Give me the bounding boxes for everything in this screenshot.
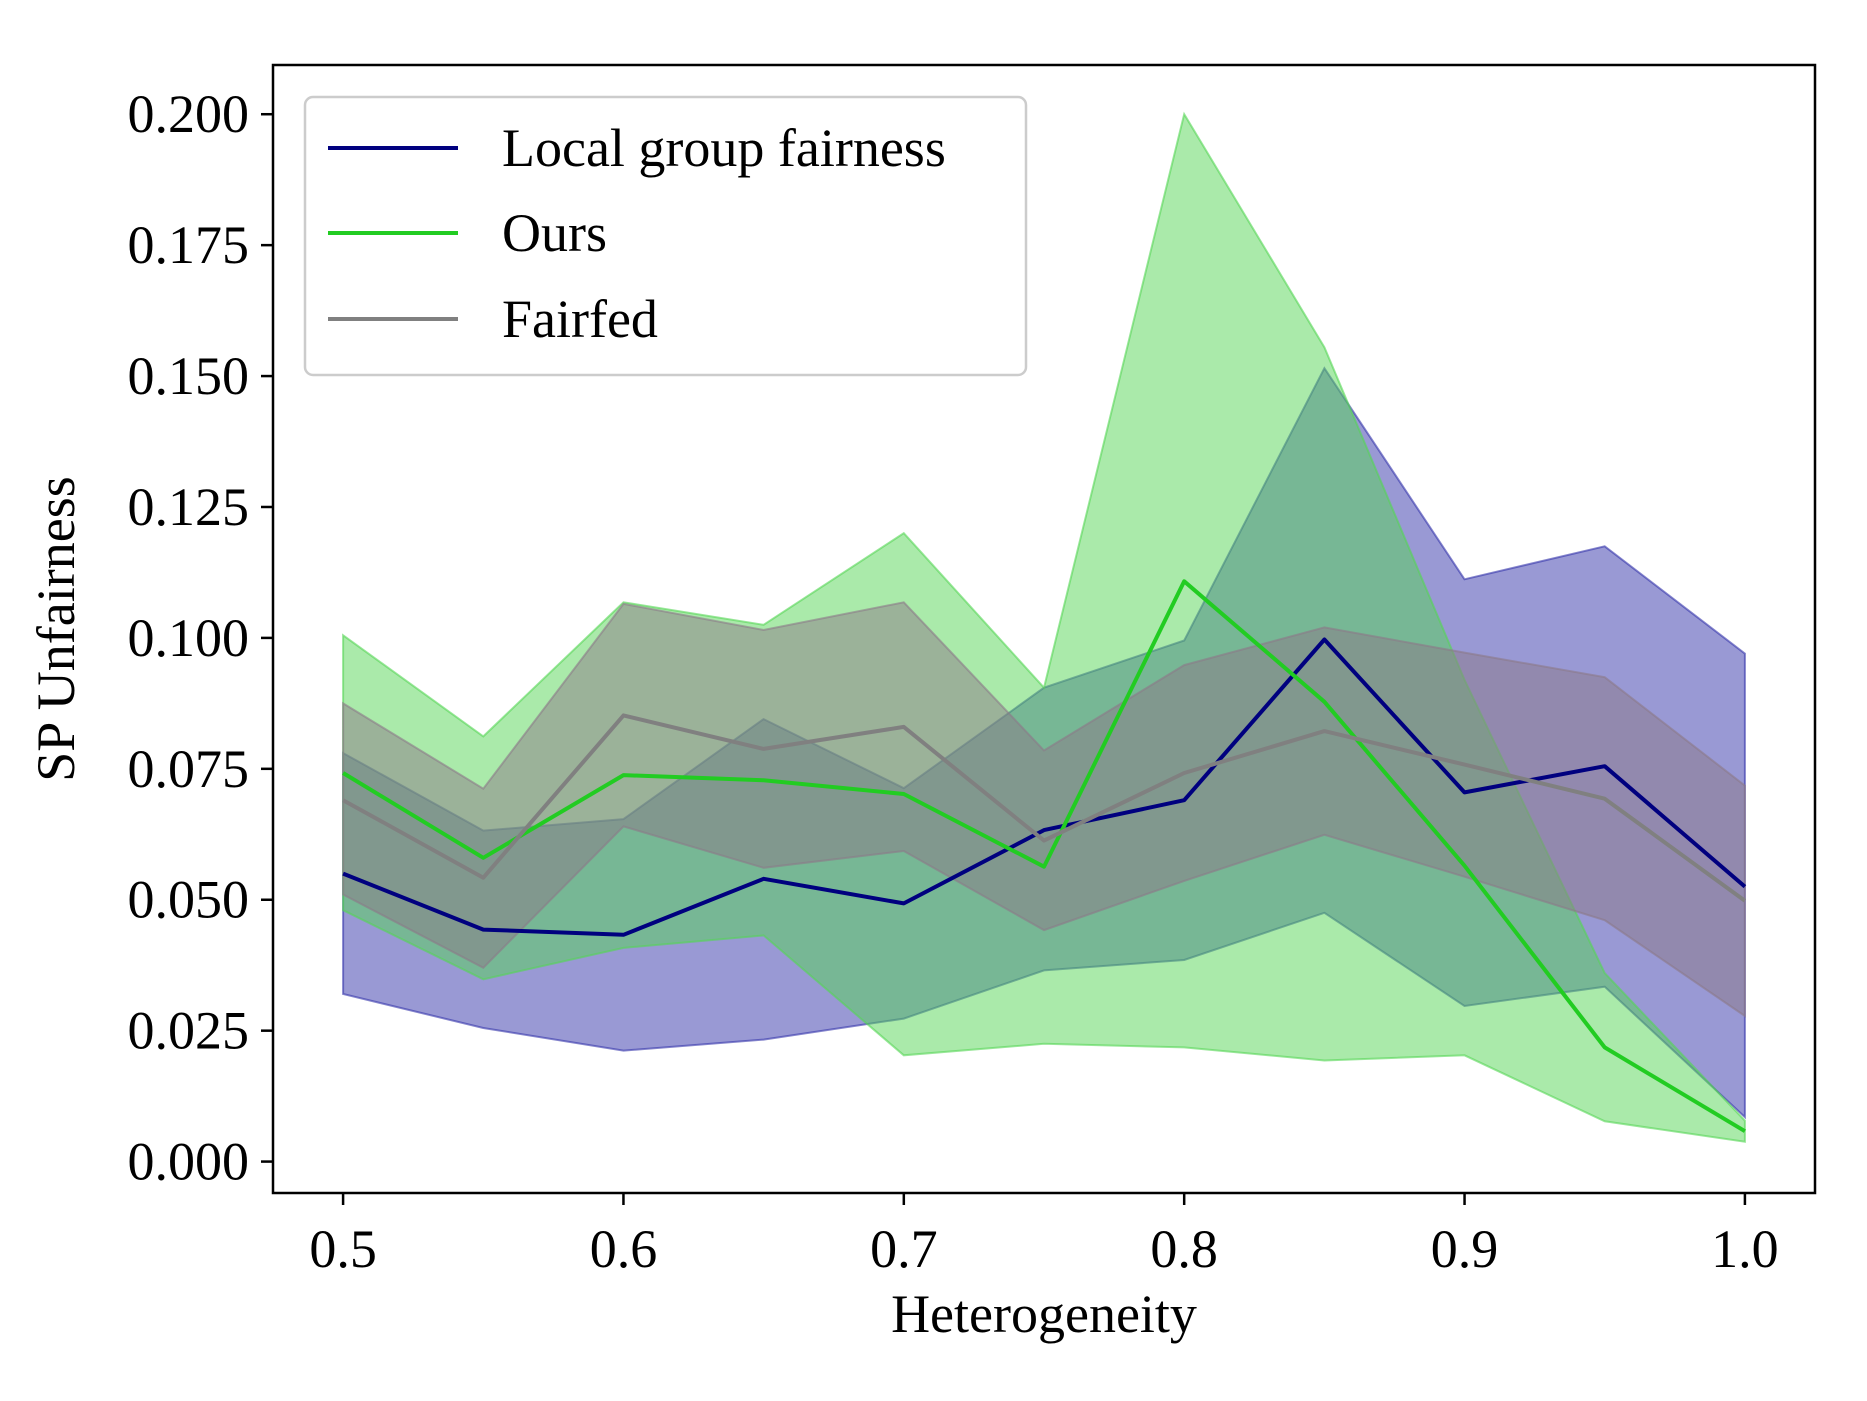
x-tick-label: 1.0 — [1711, 1219, 1779, 1279]
legend-frame — [303, 95, 1028, 377]
legend: Local group fairness Ours Fairfed — [303, 95, 1028, 377]
band-ours — [342, 111, 1746, 1143]
y-tick-label: 0.100 — [128, 608, 250, 668]
line-fairfed — [342, 713, 1747, 903]
y-tick-label: 0.025 — [128, 1001, 250, 1061]
y-tick-label: 0.050 — [128, 870, 250, 930]
y-tick-label: 0.150 — [128, 346, 250, 406]
y-tick-label: 0.200 — [128, 84, 250, 144]
y-tick-label: 0.125 — [128, 477, 250, 537]
legend-label-local-group-fairness: Local group fairness — [502, 118, 946, 178]
y-tick-label: 0.000 — [128, 1132, 250, 1192]
y-axis-title: SP Unfairness — [26, 476, 86, 782]
confidence-bands — [342, 111, 1746, 1143]
x-tick-label: 0.5 — [309, 1219, 377, 1279]
line-ours — [342, 579, 1746, 1133]
x-axis: 0.5 0.6 0.7 0.8 0.9 1.0 — [309, 1193, 1779, 1279]
plot-frame — [271, 63, 1817, 1195]
legend-label-fairfed: Fairfed — [502, 289, 658, 349]
y-tick-label: 0.075 — [128, 739, 250, 799]
line-local-group-fairness — [342, 637, 1747, 937]
band-fairfed — [342, 601, 1746, 1018]
y-axis: 0.000 0.025 0.050 0.075 0.100 0.125 0.150 0.175… — [128, 84, 273, 1192]
legend-label-ours: Ours — [502, 203, 607, 263]
x-tick-label: 0.9 — [1431, 1219, 1499, 1279]
x-axis-title: Heterogeneity — [891, 1284, 1197, 1344]
x-tick-label: 0.6 — [590, 1219, 658, 1279]
x-tick-label: 0.8 — [1150, 1219, 1218, 1279]
x-tick-label: 0.7 — [870, 1219, 938, 1279]
y-tick-label: 0.175 — [128, 215, 250, 275]
series-lines — [342, 579, 1747, 1133]
